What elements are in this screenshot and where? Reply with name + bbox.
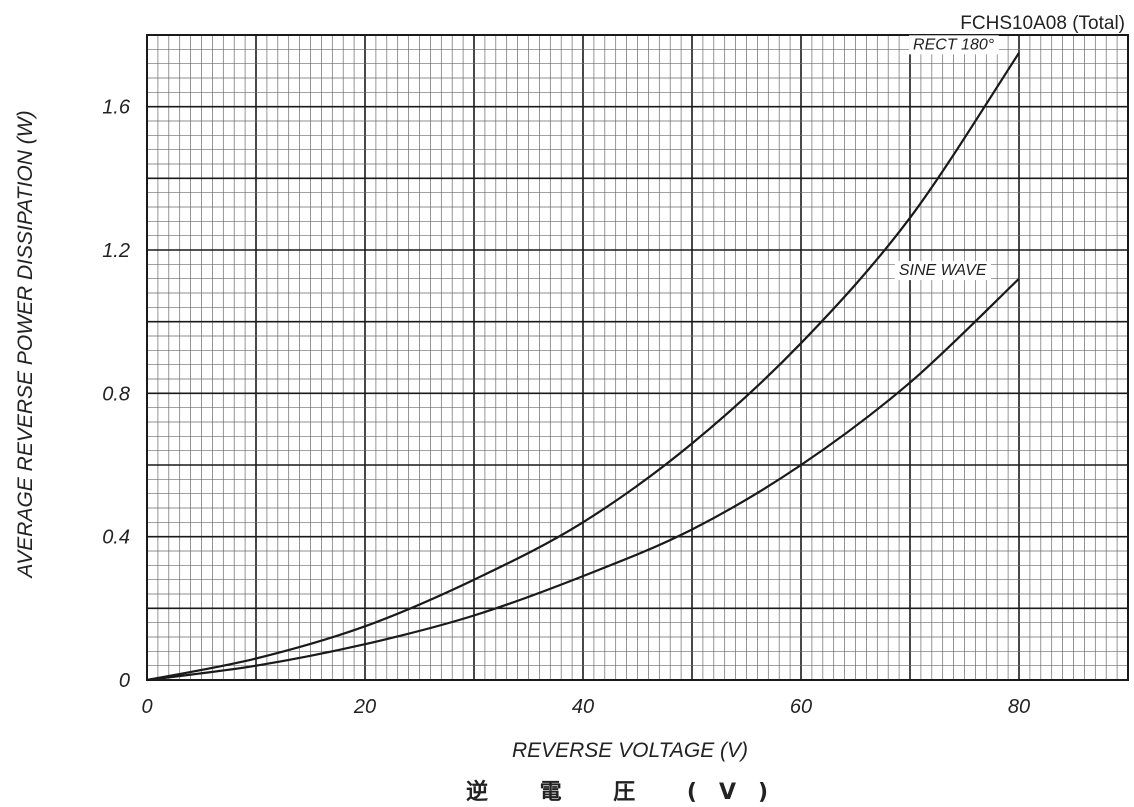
part-number-label: FCHS10A08 (Total) — [960, 13, 1125, 34]
x-tick-label: 0 — [141, 696, 152, 718]
y-tick-label: 0.8 — [102, 383, 130, 405]
y-tick-label: 1.6 — [102, 97, 131, 119]
x-axis-title-japanese: 逆 電 圧 (V) — [466, 779, 790, 805]
x-tick-label: 60 — [790, 696, 812, 718]
series-label-background — [909, 35, 999, 55]
grid-layer — [146, 34, 1129, 681]
series-label-sine-wave: SINE WAVE — [899, 262, 987, 279]
series-layer — [146, 52, 1020, 682]
series-label-rect-180: RECT 180° — [913, 36, 995, 53]
y-tick-label: 0 — [119, 670, 130, 692]
y-axis-title: AVERAGE REVERSE POWER DISSIPATION (W) — [14, 110, 37, 579]
label-layer: FCHS10A08 (Total) REVERSE VOLTAGE (V) 逆 … — [14, 13, 1125, 805]
y-tick-label: 0.4 — [102, 527, 130, 549]
plot-frame — [146, 34, 1129, 681]
x-tick-label: 20 — [353, 696, 376, 718]
series-label-background — [894, 261, 991, 281]
series-line-rect-180 — [146, 52, 1020, 682]
y-tick-label: 1.2 — [102, 240, 130, 262]
x-tick-label: 80 — [1008, 696, 1030, 718]
series-line-sine-wave — [146, 277, 1020, 682]
x-tick-label: 40 — [572, 696, 594, 718]
x-axis-title: REVERSE VOLTAGE (V) — [512, 739, 748, 762]
